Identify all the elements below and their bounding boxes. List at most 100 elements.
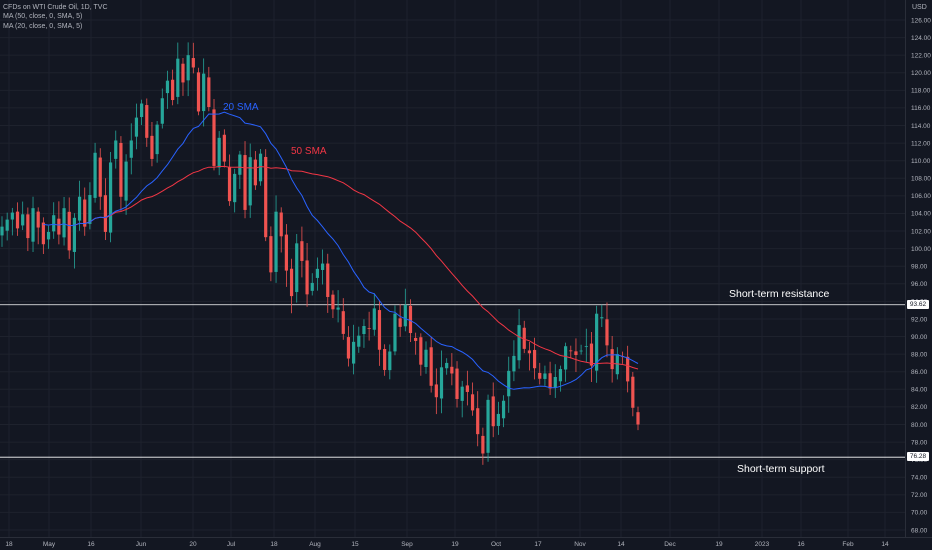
candle-body	[279, 212, 283, 237]
candle-body	[419, 337, 423, 365]
y-tick-label: 74.00	[911, 475, 928, 482]
y-tick-label: 104.00	[911, 211, 931, 218]
candle-body	[155, 124, 159, 155]
candle-body	[357, 335, 361, 347]
candle-body	[212, 109, 216, 166]
candle-body	[269, 236, 273, 273]
y-tick-label: 118.00	[911, 88, 931, 95]
y-tick-label: 78.00	[911, 439, 928, 446]
candle-body	[108, 162, 113, 233]
candle-body	[336, 307, 340, 310]
candle-body	[574, 351, 578, 356]
candle-body	[114, 140, 118, 159]
x-tick-label: Aug	[309, 541, 321, 548]
candle-body	[222, 134, 226, 162]
candle-body	[145, 105, 149, 138]
candle-body	[331, 294, 335, 310]
candle-body	[605, 319, 609, 346]
candle-body	[600, 317, 604, 319]
x-tick-label: 16	[87, 541, 95, 548]
candle-body	[465, 385, 469, 392]
y-tick-label: 90.00	[911, 334, 928, 341]
candle-body	[517, 325, 521, 361]
candle-body	[455, 368, 459, 399]
candle-body	[5, 219, 9, 231]
candle-body	[129, 140, 133, 158]
x-tick-label: 15	[351, 541, 359, 548]
candle-body	[579, 350, 583, 352]
candle-body	[352, 341, 356, 364]
y-tick-label: 88.00	[911, 351, 928, 358]
y-tick-label: 102.00	[911, 228, 931, 235]
candle-body	[548, 373, 552, 389]
time-axis[interactable]: 18 May 16 Jun 20 Jul 18 Aug 15 Sep 19 Oct 17 Nov 14 Dec…	[5, 541, 889, 548]
candle-body	[326, 263, 330, 297]
y-tick-label: 124.00	[911, 35, 931, 42]
y-tick-label: 86.00	[911, 369, 928, 376]
currency-label: USD	[912, 4, 927, 11]
chart-grid	[0, 0, 905, 537]
candle-body	[450, 366, 454, 374]
candle-body	[569, 350, 573, 352]
y-tick-label: 68.00	[911, 527, 928, 534]
candle-body	[476, 408, 480, 435]
candle-body	[119, 142, 123, 197]
candle-body	[176, 58, 180, 97]
candle-body	[72, 217, 76, 252]
candle-body	[636, 412, 640, 425]
candle-body	[383, 349, 387, 370]
candle-body	[284, 234, 288, 271]
candle-body	[372, 308, 376, 330]
y-tick-label: 114.00	[911, 123, 931, 130]
candle-body	[414, 337, 418, 341]
x-tick-label: 14	[617, 541, 625, 548]
y-tick-label: 110.00	[911, 158, 931, 165]
candle-body	[362, 326, 366, 335]
candle-body	[460, 386, 464, 401]
candle-body	[15, 211, 20, 229]
y-tick-label: 82.00	[911, 404, 928, 411]
candle-body	[398, 318, 402, 327]
candle-body	[486, 399, 490, 453]
candle-body	[10, 212, 14, 220]
candle-body	[274, 211, 278, 272]
ma20-indicator-label[interactable]: MA (20, close, 0, SMA, 5)	[3, 22, 83, 30]
candle-body	[26, 214, 30, 239]
candle-body	[289, 268, 294, 297]
x-tick-label: Jul	[227, 541, 236, 548]
candle-body	[103, 195, 108, 232]
candle-body	[470, 394, 475, 411]
candle-body	[36, 211, 40, 228]
candle-body	[584, 346, 588, 348]
support-label: Short-term support	[737, 463, 825, 475]
y-tick-label: 96.00	[911, 281, 928, 288]
x-tick-label: 17	[534, 541, 542, 548]
candle-body	[501, 400, 506, 419]
ma50-indicator-label[interactable]: MA (50, close, 0, SMA, 5)	[3, 13, 83, 21]
candle-body	[233, 173, 237, 203]
y-tick-label: 84.00	[911, 387, 928, 394]
x-tick-label: May	[43, 541, 56, 548]
horizontal-levels	[0, 304, 905, 458]
resistance-price-tag: 93.62	[907, 300, 929, 309]
candlesticks	[0, 42, 640, 465]
candle-body	[408, 305, 413, 334]
symbol-title[interactable]: CFDs on WTI Crude Oil, 1D, TVC	[3, 4, 108, 11]
candle-body	[538, 372, 542, 379]
candle-body	[181, 63, 185, 83]
candle-body	[41, 222, 45, 245]
y-tick-label: 116.00	[911, 105, 931, 112]
candle-body	[631, 376, 635, 408]
candle-body	[67, 211, 71, 251]
candle-body	[98, 157, 102, 197]
candle-body	[196, 72, 201, 112]
candle-body	[134, 117, 139, 137]
sma50-label: 50 SMA	[291, 146, 327, 157]
y-tick-label: 100.00	[911, 246, 931, 253]
candle-body	[481, 435, 485, 454]
candle-body	[150, 135, 154, 159]
candle-body	[88, 194, 92, 224]
candle-body	[243, 155, 247, 210]
x-tick-label: Sep	[401, 541, 413, 548]
